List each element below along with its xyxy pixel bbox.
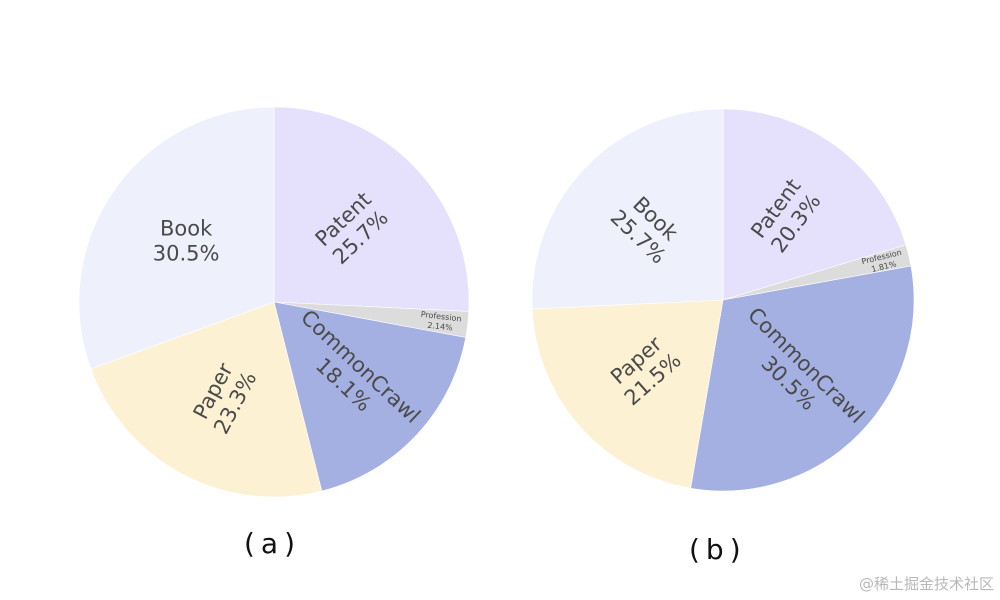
caption-a: (a)	[244, 527, 302, 560]
slice-name-book: Book	[160, 216, 213, 240]
slice-commoncrawl	[273, 301, 467, 492]
slice-book	[531, 108, 724, 310]
slice-pct-book: 30.5%	[153, 241, 220, 265]
slice-book	[78, 106, 275, 370]
slice-commoncrawl	[690, 265, 915, 492]
caption-b: (b)	[689, 533, 747, 566]
slice-paper	[531, 299, 724, 489]
slice-paper	[90, 301, 323, 498]
slice-patent	[722, 108, 907, 301]
pie-a: Patent25.7%Profession2.14%CommonCrawl18.…	[78, 106, 470, 498]
slice-patent	[273, 106, 470, 312]
slice-pct-profession: 2.14%	[427, 321, 454, 333]
watermark: @稀土掘金技术社区	[858, 575, 994, 593]
